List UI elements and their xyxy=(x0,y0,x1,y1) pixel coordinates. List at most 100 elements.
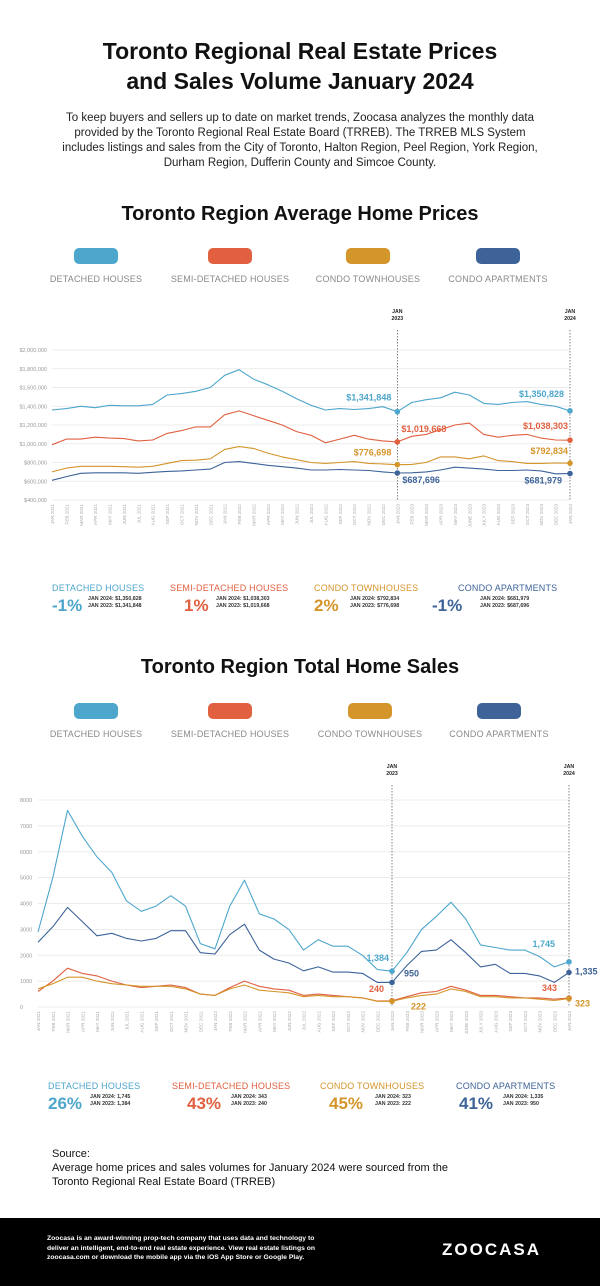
stat-line: JAN 2024: 1,745 xyxy=(90,1094,131,1100)
stat-line: JAN 2023: 222 xyxy=(375,1100,411,1107)
stat-townhouse: CONDO TOWNHOUSES 45% JAN 2024: 323 JAN 2… xyxy=(320,1081,460,1113)
stat-name: CONDO APARTMENTS xyxy=(458,583,558,593)
x-tick-label: DEC 2021 xyxy=(198,1011,203,1033)
marker-label: 2023 xyxy=(392,316,404,322)
legend-item-detached: DETACHED HOUSES xyxy=(31,703,161,739)
x-tick-label: SEP 2021 xyxy=(154,1011,159,1032)
y-tick-label: 5000 xyxy=(20,876,32,882)
x-tick-label: SEP 2022 xyxy=(331,1011,336,1032)
title-line-2: and Sales Volume January 2024 xyxy=(126,68,474,94)
x-tick-label: AUG 2021 xyxy=(139,1011,144,1033)
data-point-detached xyxy=(566,959,572,965)
x-tick-label: NOV 2022 xyxy=(367,504,372,526)
y-tick-label: $1,400,000 xyxy=(19,404,47,410)
stat-name: DETACHED HOUSES xyxy=(48,1081,141,1091)
series-line-semi xyxy=(51,410,571,446)
series-line-townhouse xyxy=(51,446,571,473)
footer-line: zoocasa.com or download the mobile app v… xyxy=(47,1254,305,1261)
x-tick-label: JAN 2024 xyxy=(567,1011,572,1032)
data-point-apartment xyxy=(394,470,401,476)
x-tick-label: DEC 2022 xyxy=(381,504,386,526)
marker-label: JAN xyxy=(564,764,575,770)
x-tick-label: JUN 2022 xyxy=(287,1011,292,1032)
x-tick-label: FEB 2022 xyxy=(237,504,242,525)
y-tick-label: $2,000,000 xyxy=(19,348,47,354)
y-tick-label: 8000 xyxy=(20,798,32,804)
data-label-semi: $1,038,303 xyxy=(523,421,568,431)
data-point-semi xyxy=(394,439,401,445)
x-tick-label: MAR 2021 xyxy=(66,1011,71,1033)
legend-item-apartment: CONDO APARTMENTS xyxy=(434,703,564,739)
x-tick-label: MAR 2021 xyxy=(79,504,84,526)
y-tick-label: 0 xyxy=(20,1005,23,1011)
y-tick-label: $400,000 xyxy=(24,498,47,504)
stat-values: JAN 2024: $792,834 JAN 2023: $776,698 xyxy=(350,596,399,609)
x-tick-label: MAY 2023 xyxy=(449,1011,454,1032)
stat-values: JAN 2024: 323 JAN 2023: 222 xyxy=(375,1094,411,1107)
data-label-semi: 240 xyxy=(369,984,384,994)
legend-label: CONDO TOWNHOUSES xyxy=(315,274,421,284)
x-tick-label: JUN 2022 xyxy=(295,504,300,525)
stat-percent: 26% xyxy=(48,1094,83,1113)
stat-values: JAN 2024: $1,038,303 JAN 2023: $1,019,66… xyxy=(216,596,270,609)
x-tick-label: MAY 2022 xyxy=(272,1011,277,1032)
stat-semi: SEMI-DETACHED HOUSES 1% JAN 2024: $1,038… xyxy=(170,583,310,615)
intro-text: To keep buyers and sellers up to date on… xyxy=(40,111,560,171)
x-tick-label: SEP 2023 xyxy=(510,504,515,525)
stat-percent: 2% xyxy=(314,596,339,615)
intro-line: provided by the Toronto Regional Real Es… xyxy=(74,127,526,139)
x-tick-label: SEP 2023 xyxy=(508,1011,513,1032)
marker-label: JAN xyxy=(565,309,576,315)
data-point-townhouse xyxy=(389,998,395,1005)
marker-label: 2024 xyxy=(564,316,576,322)
stat-line: JAN 2023: $1,341,848 xyxy=(88,602,142,609)
legend-swatch xyxy=(74,703,118,719)
stat-percent: 43% xyxy=(187,1094,222,1113)
legend-item-townhouse: CONDO TOWNHOUSES xyxy=(305,703,435,739)
data-label-detached: 1,384 xyxy=(366,953,389,963)
data-point-townhouse xyxy=(566,995,572,1002)
x-tick-label: FEB 2021 xyxy=(64,504,69,525)
zoocasa-logo[interactable]: ZOOCASA xyxy=(442,1240,541,1259)
source-note: Source: Average home prices and sales vo… xyxy=(52,1147,552,1189)
x-tick-label: APR 2022 xyxy=(266,504,271,525)
y-tick-label: $1,200,000 xyxy=(19,423,47,429)
x-tick-label: DEC 2021 xyxy=(208,504,213,526)
y-tick-label: 4000 xyxy=(20,902,32,908)
legend-swatch xyxy=(348,703,392,719)
data-label-detached: $1,341,848 xyxy=(346,393,391,403)
stat-line: JAN 2024: 323 xyxy=(375,1094,411,1100)
x-tick-label: AUG 2021 xyxy=(151,504,156,526)
x-tick-label: MAR 2023 xyxy=(420,1011,425,1033)
data-label-townhouse: 323 xyxy=(575,999,590,1009)
stat-values: JAN 2024: 1,745 JAN 2023: 1,384 xyxy=(90,1094,130,1107)
x-tick-label: DEC 2022 xyxy=(375,1011,380,1033)
sales-stats: DETACHED HOUSES 26% JAN 2024: 1,745 JAN … xyxy=(0,1081,600,1121)
x-tick-label: OCT 2021 xyxy=(169,1011,174,1033)
stat-values: JAN 2024: $1,350,828 JAN 2023: $1,341,84… xyxy=(88,596,142,609)
y-tick-label: $1,800,000 xyxy=(19,367,47,373)
x-tick-label: APR 2021 xyxy=(93,504,98,525)
stat-name: CONDO TOWNHOUSES xyxy=(314,583,419,593)
source-line: Average home prices and sales volumes fo… xyxy=(52,1162,449,1174)
x-tick-label: APR 2023 xyxy=(439,504,444,525)
stat-percent: 1% xyxy=(184,596,209,615)
data-point-apartment xyxy=(389,979,395,986)
y-tick-label: $600,000 xyxy=(24,479,47,485)
data-label-semi: 343 xyxy=(542,983,557,993)
legend-label: SEMI-DETACHED HOUSES xyxy=(170,274,290,284)
stat-line: JAN 2024: $792,834 xyxy=(350,596,400,602)
y-tick-label: 6000 xyxy=(20,850,32,856)
series-line-detached xyxy=(37,809,570,972)
data-label-apartment: $687,696 xyxy=(402,475,440,485)
legend-swatch xyxy=(74,248,118,264)
data-label-apartment: 1,335 xyxy=(575,966,598,976)
x-tick-label: FEB 2023 xyxy=(405,1011,410,1032)
stat-semi: SEMI-DETACHED HOUSES 43% JAN 2024: 343 J… xyxy=(172,1081,312,1113)
x-tick-label: JAN 2024 xyxy=(568,504,573,525)
stat-line: JAN 2023: $776,698 xyxy=(350,602,400,609)
x-tick-label: MAY 2022 xyxy=(280,504,285,525)
stat-line: JAN 2023: 950 xyxy=(503,1100,539,1107)
legend-swatch xyxy=(208,248,252,264)
x-tick-label: JAN 2021 xyxy=(50,504,55,525)
